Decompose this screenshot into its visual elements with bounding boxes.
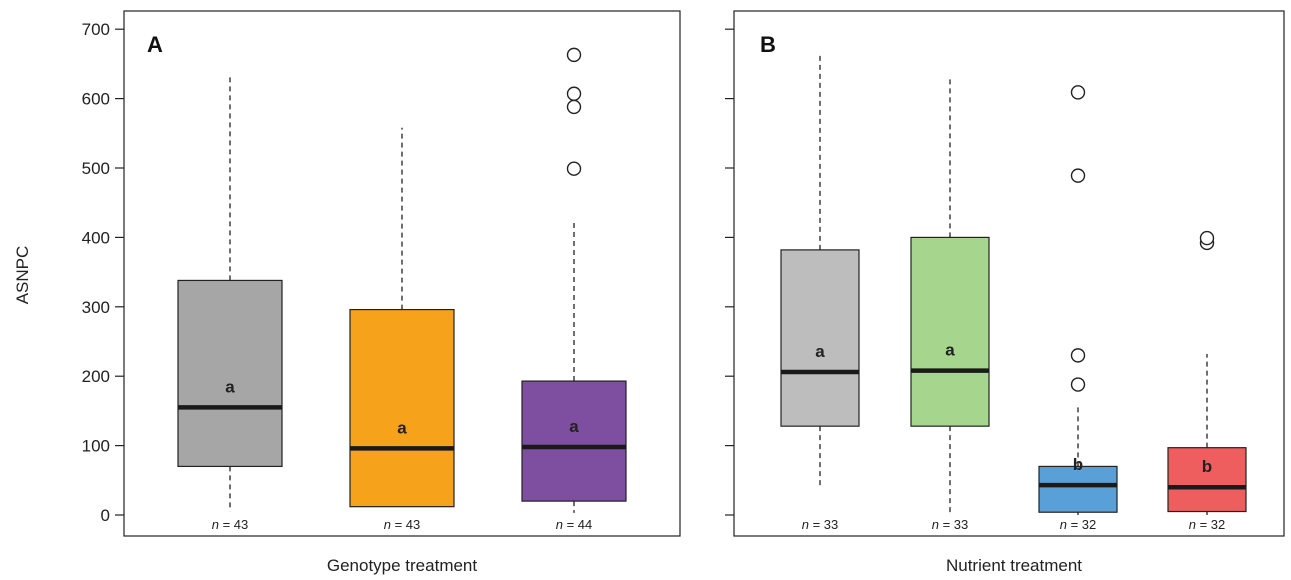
outlier-point	[1070, 168, 1086, 183]
panel-b-x-axis-label: Nutrient treatment	[946, 556, 1082, 575]
outlier-point	[566, 161, 582, 176]
box-body	[521, 380, 627, 502]
box-body	[1167, 447, 1247, 513]
sample-size-label: n = 43	[384, 517, 421, 532]
panel-a-x-axis-label: Genotype treatment	[327, 556, 478, 575]
box-body	[910, 236, 990, 427]
box-macro: b n = 32	[1038, 85, 1118, 532]
panel-b-y-axis	[725, 28, 734, 516]
outlier-point	[1070, 85, 1086, 100]
outlier-point	[1199, 230, 1215, 246]
box-body	[177, 279, 283, 468]
outlier-point	[566, 86, 582, 101]
y-tick-label: 300	[82, 298, 110, 317]
group-letter: a	[397, 418, 407, 437]
panel-a-letter: A	[147, 32, 163, 57]
sample-size-label: n = 33	[802, 517, 839, 532]
group-letter: b	[1073, 455, 1083, 474]
sample-size-label: n = 32	[1060, 517, 1097, 532]
panel-b-boxes: a n = 33 a n = 33 b n = 32 b n = 32	[780, 54, 1247, 532]
sample-size-label: n = 44	[556, 517, 593, 532]
sample-size-label: n = 32	[1189, 517, 1226, 532]
y-tick-label: 100	[82, 437, 110, 456]
panel-b-frame	[733, 10, 1285, 537]
outlier-point	[1070, 348, 1086, 363]
outlier-point	[566, 47, 582, 63]
group-letter: b	[1202, 457, 1212, 476]
group-letter: a	[815, 342, 825, 361]
group-letter: a	[225, 377, 235, 396]
box-body	[780, 249, 860, 427]
y-tick-label: 200	[82, 367, 110, 386]
box-ochuti: a n = 43	[349, 127, 455, 532]
box-micromacro: b n = 32	[1167, 230, 1247, 532]
sample-size-label: n = 33	[932, 517, 969, 532]
box-base: a n = 33	[780, 54, 860, 532]
y-tick-label: 0	[101, 506, 110, 525]
y-tick-label: 600	[82, 90, 110, 109]
panel-a-y-axis: 0 100 200 300 400 500 600 700	[82, 20, 124, 525]
y-tick-label: 500	[82, 159, 110, 178]
outlier-point	[1070, 377, 1086, 392]
box-ck60b: a n = 43	[177, 76, 283, 532]
panel-a-frame	[123, 10, 681, 537]
panel-a-boxes: a n = 43 a n = 43 a n = 44	[177, 47, 627, 532]
box-body	[349, 308, 455, 508]
y-tick-label: 700	[82, 20, 110, 39]
panel-b-letter: B	[760, 32, 776, 57]
group-letter: a	[945, 341, 955, 360]
box-tiemarifing: a n = 44	[521, 47, 627, 532]
sample-size-label: n = 43	[212, 517, 249, 532]
box-body	[1038, 465, 1118, 513]
group-letter: a	[569, 417, 579, 436]
outlier-point	[566, 99, 582, 115]
box-micro: a n = 33	[910, 76, 990, 532]
panel-a: 0 100 200 300 400 500 600 700 a n = 43 a n = 43 a n …	[82, 10, 681, 575]
y-tick-label: 400	[82, 228, 110, 247]
panel-b: a n = 33 a n = 33 b n = 32 b n = 32 B Nutrient …	[725, 10, 1285, 575]
y-axis-label: ASNPC	[13, 246, 32, 305]
